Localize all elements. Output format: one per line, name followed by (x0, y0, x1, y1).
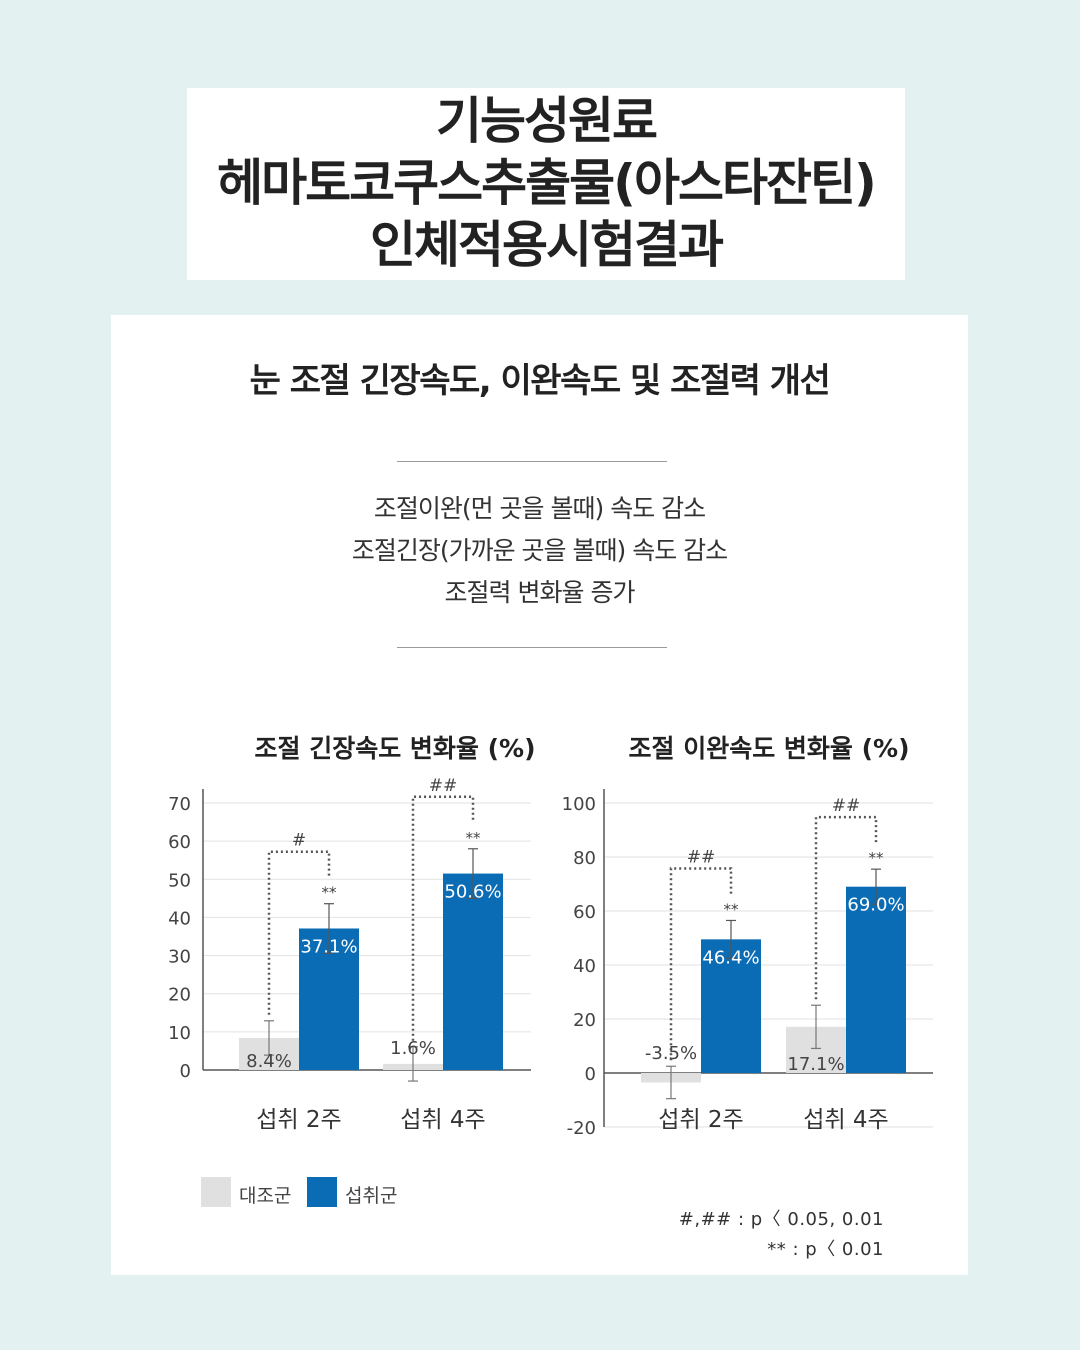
chart-title-1: 조절 긴장속도 변화율 (%) (254, 734, 535, 763)
footnote-star: ** : p〈 0.01 (767, 1239, 884, 1260)
significance-intake: ** (724, 900, 740, 918)
bar-intake (443, 873, 503, 1070)
data-label-control: 8.4% (246, 1051, 292, 1072)
y-tick-label: 70 (168, 794, 191, 815)
significance-bracket (411, 795, 475, 1041)
data-label-intake: 46.4% (702, 947, 759, 968)
data-label-intake: 50.6% (444, 882, 501, 903)
data-label-control: 1.6% (390, 1038, 436, 1059)
significance-between: # (292, 831, 306, 851)
x-category-label: 섭취 2주 (658, 1107, 743, 1133)
footnote-hash: #,## : p〈 0.05, 0.01 (678, 1209, 884, 1230)
y-tick-label: -20 (567, 1118, 596, 1139)
y-tick-label: 100 (562, 794, 596, 815)
bar-intake (846, 886, 906, 1073)
significance-between: ## (832, 796, 861, 816)
significance-bracket (814, 815, 878, 1000)
summary-line-1: 조절이완(먼 곳을 볼때) 속도 감소 (373, 494, 706, 523)
result-card: 눈 조절 긴장속도, 이완속도 및 조절력 개선 조절이완(먼 곳을 볼때) 속… (111, 315, 968, 1275)
header-title-box: 기능성원료 헤마토코쿠스추출물(아스타잔틴) 인체적용시험결과 (187, 88, 905, 280)
y-tick-label: 20 (573, 1010, 596, 1031)
header-title-line-2: 헤마토코쿠스추출물(아스타잔틴) (217, 154, 877, 212)
legend-swatch-intake (307, 1177, 337, 1207)
y-tick-label: 80 (573, 848, 596, 869)
legend-label-intake: 섭취군 (345, 1185, 398, 1207)
y-tick-label: 0 (180, 1061, 191, 1082)
y-tick-label: 10 (168, 1023, 191, 1044)
significance-between: ## (687, 847, 716, 867)
chart-title-2: 조절 이완속도 변화율 (%) (628, 734, 909, 763)
divider-bottom (397, 647, 667, 648)
data-label-intake: 69.0% (847, 895, 904, 916)
x-category-label: 섭취 4주 (803, 1107, 888, 1133)
data-label-control: 17.1% (787, 1054, 844, 1075)
bar-intake (701, 939, 761, 1073)
y-tick-label: 0 (585, 1064, 596, 1085)
header-title-line-3: 인체적용시험결과 (370, 216, 724, 274)
card-title: 눈 조절 긴장속도, 이완속도 및 조절력 개선 (249, 361, 831, 401)
summary-line-2: 조절긴장(가까운 곳을 볼때) 속도 감소 (351, 536, 728, 565)
y-tick-label: 50 (168, 870, 191, 891)
x-category-label: 섭취 4주 (400, 1107, 485, 1133)
significance-bracket (669, 867, 733, 1061)
y-tick-label: 30 (168, 947, 191, 968)
summary-line-3: 조절력 변화율 증가 (444, 578, 636, 607)
y-tick-label: 20 (168, 985, 191, 1006)
significance-intake: ** (322, 884, 338, 902)
y-tick-label: 60 (168, 832, 191, 853)
data-label-intake: 37.1% (300, 936, 357, 957)
summary-block: 조절이완(먼 곳을 볼때) 속도 감소 조절긴장(가까운 곳을 볼때) 속도 감… (111, 488, 968, 614)
significance-intake: ** (466, 829, 482, 847)
y-tick-label: 40 (168, 908, 191, 929)
divider-top (397, 461, 667, 462)
significance-between: ## (429, 776, 458, 796)
legend-swatch-control (201, 1177, 231, 1207)
legend-label-control: 대조군 (239, 1185, 292, 1207)
x-category-label: 섭취 2주 (256, 1107, 341, 1133)
significance-bracket (267, 850, 331, 1015)
y-tick-label: 60 (573, 902, 596, 923)
significance-intake: ** (869, 849, 885, 867)
y-tick-label: 40 (573, 956, 596, 977)
header-title-line-1: 기능성원료 (436, 92, 658, 150)
charts-area: 조절 긴장속도 변화율 (%) 0 10 20 30 40 50 60 70 8.4% 37.1% #… (168, 734, 933, 1139)
